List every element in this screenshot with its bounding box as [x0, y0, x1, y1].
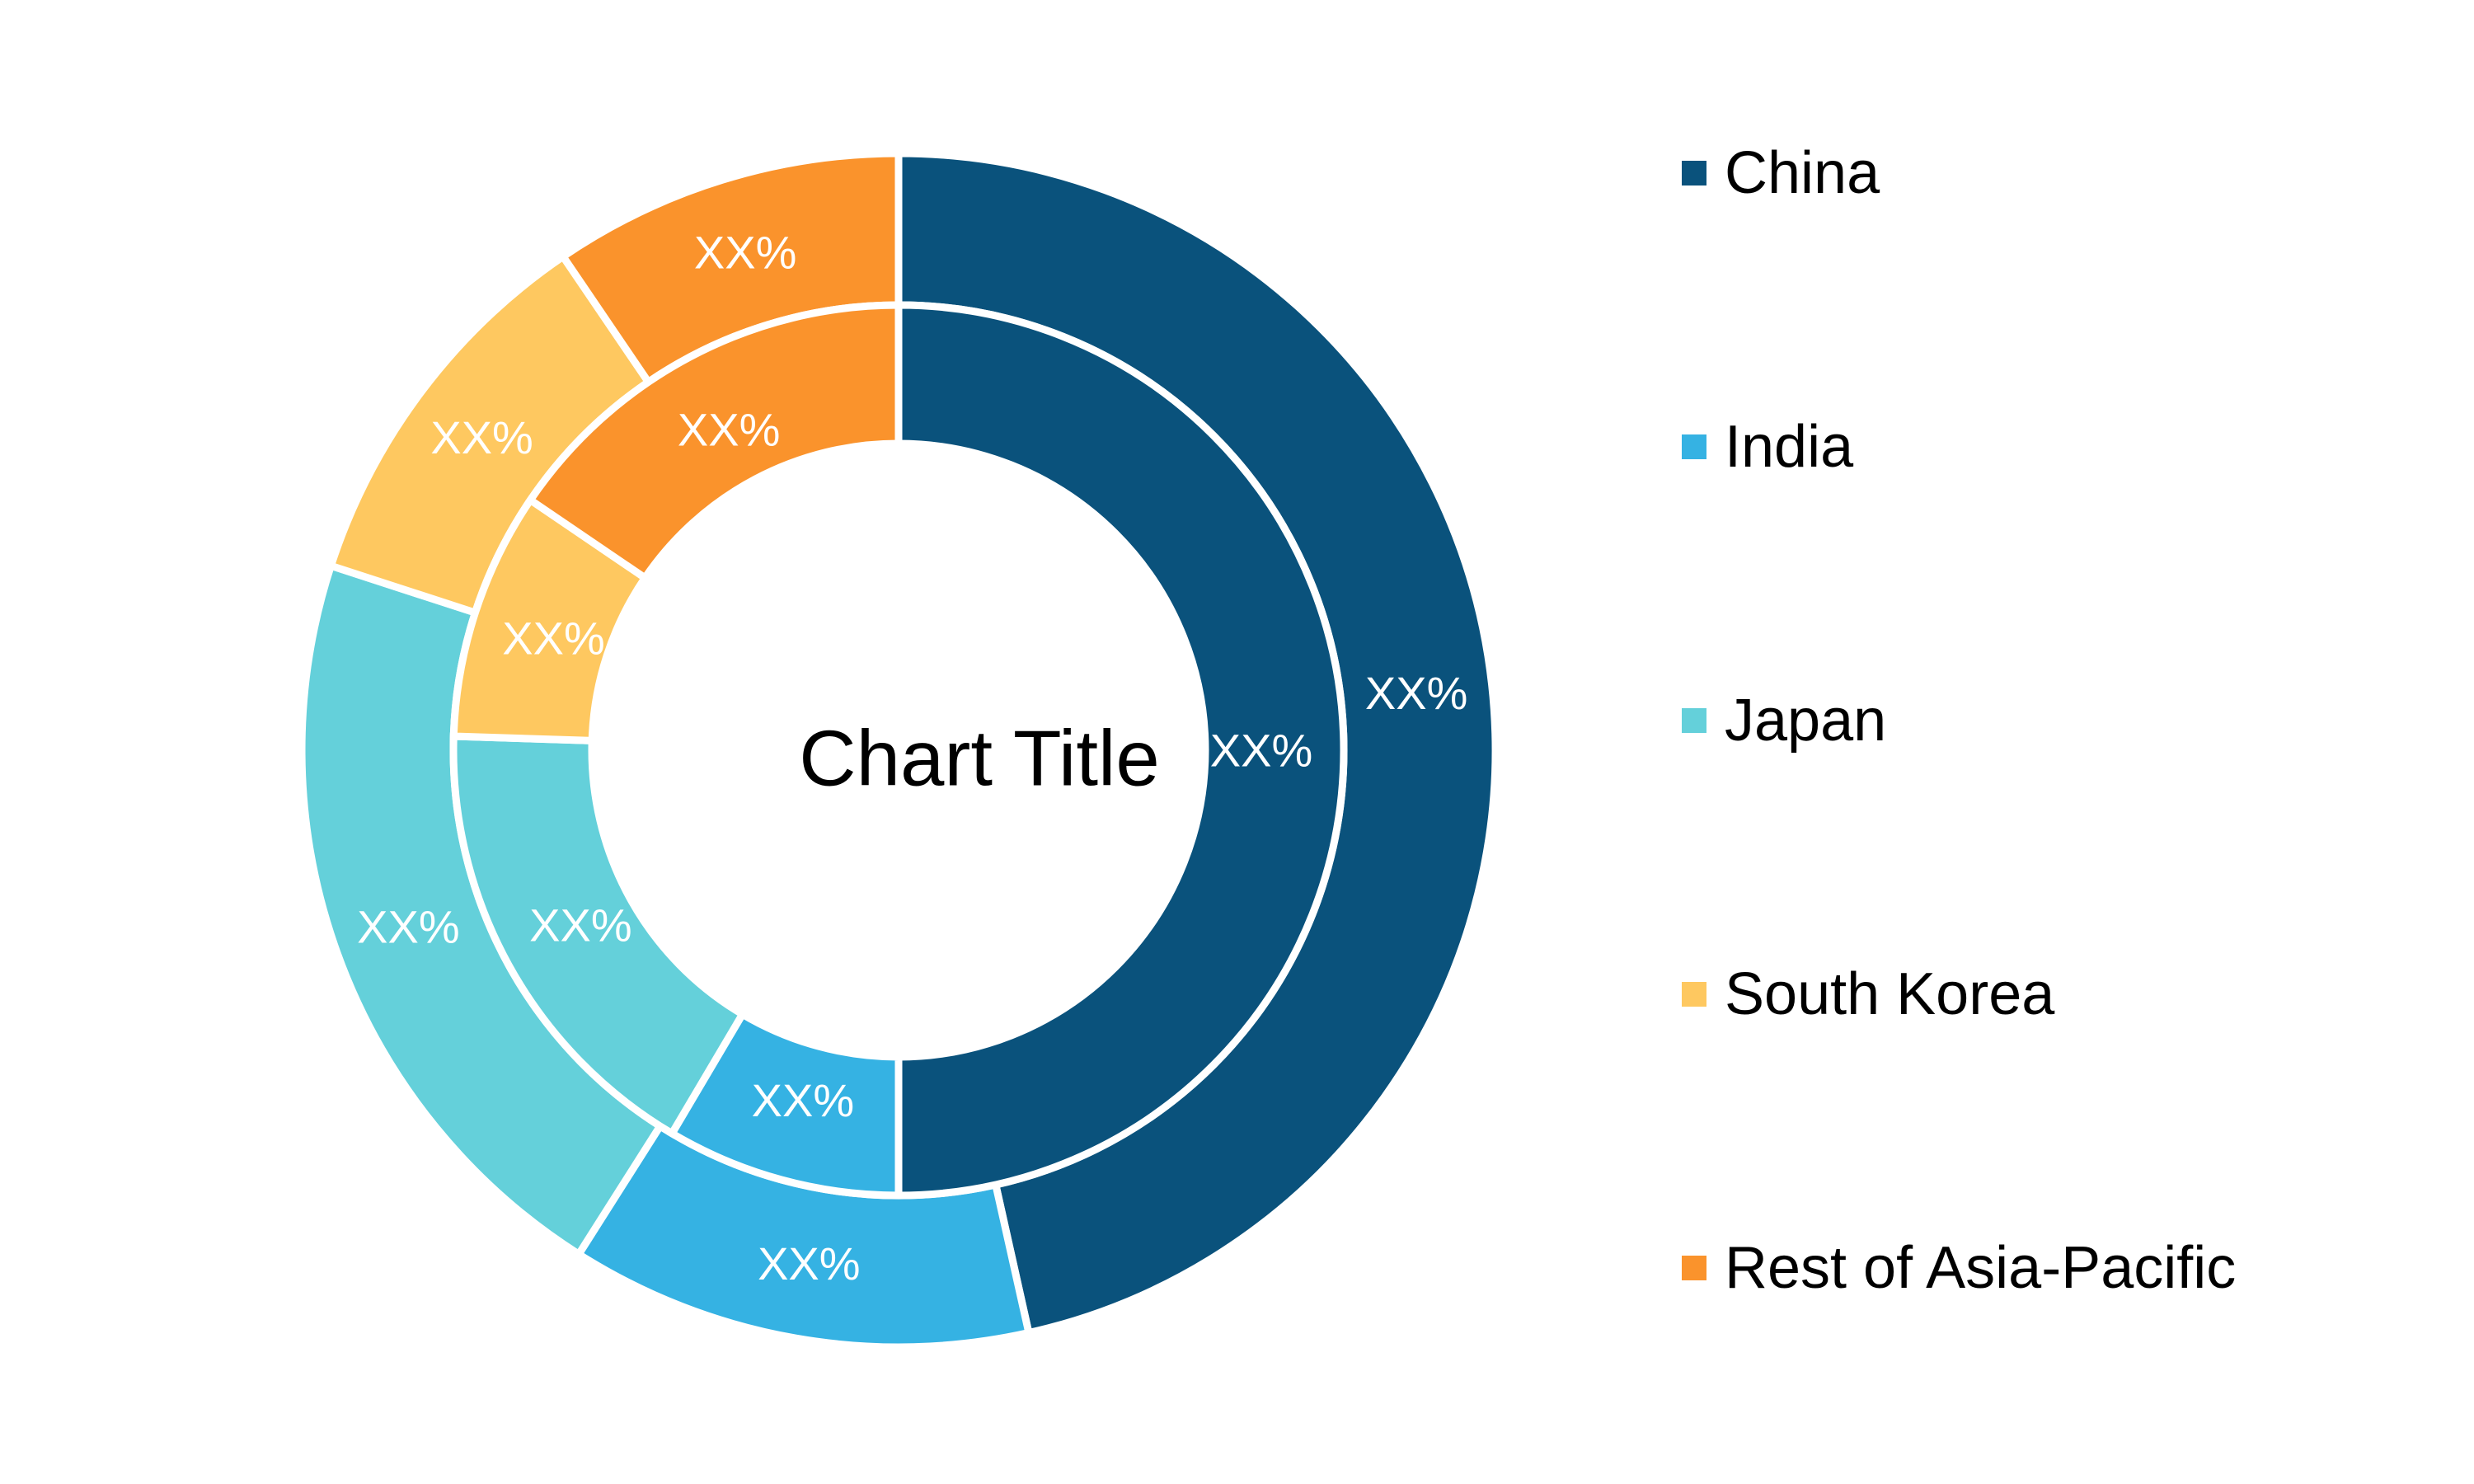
chart-title: Chart Title: [799, 715, 1159, 803]
inner-label-china: XX%: [1210, 725, 1313, 777]
inner-label-south-korea: XX%: [502, 613, 605, 665]
legend-swatch-rest-of-asia-pacific: [1682, 1256, 1706, 1280]
outer-label-china: XX%: [1365, 667, 1468, 719]
outer-label-japan: XX%: [357, 901, 460, 953]
inner-label-japan: XX%: [529, 899, 632, 951]
outer-label-rest-of-asia-pacific: XX%: [694, 226, 797, 278]
legend-swatch-south-korea: [1682, 982, 1706, 1007]
legend-label-india: India: [1725, 414, 1854, 480]
slice-labels: XX% XX% XX% XX% XX% XX% XX% XX% XX% XX%: [357, 226, 1467, 1289]
legend-swatch-japan: [1682, 708, 1706, 733]
legend-label-south-korea: South Korea: [1725, 961, 2055, 1027]
legend-swatch-india: [1682, 434, 1706, 459]
inner-ring: [449, 301, 1348, 1200]
legend-label-china: China: [1725, 140, 1880, 206]
inner-slice-china: [894, 301, 1348, 1200]
outer-label-india: XX%: [758, 1237, 861, 1289]
outer-label-south-korea: XX%: [430, 411, 533, 463]
inner-label-india: XX%: [752, 1074, 855, 1126]
inner-slice-rest-of-asia-pacific: [525, 301, 903, 584]
inner-label-rest-of-asia-pacific: XX%: [678, 404, 781, 456]
legend: China India Japan South Korea Rest of Asia-P…: [1682, 140, 2236, 1301]
legend-label-rest-of-asia-pacific: Rest of Asia-Pacific: [1725, 1235, 2236, 1301]
legend-label-japan: Japan: [1725, 688, 1886, 754]
inner-slice-japan: [449, 732, 748, 1139]
legend-swatch-china: [1682, 161, 1706, 186]
